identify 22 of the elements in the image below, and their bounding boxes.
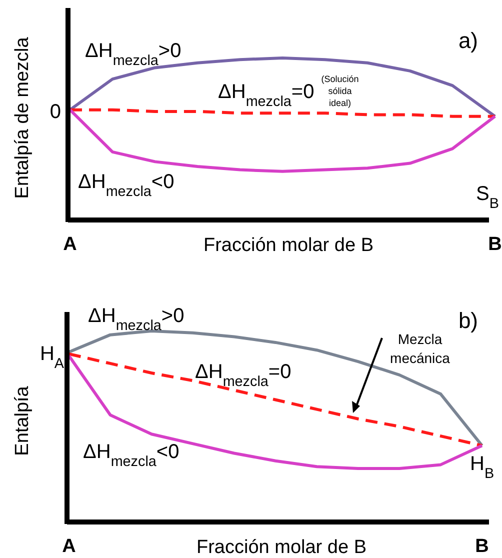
x-axis-title: Fracción molar de B xyxy=(203,235,374,256)
x-tick-label: B xyxy=(488,234,502,255)
series-label: ΔH$_{mezcla}$>0 xyxy=(85,40,182,69)
chart-title: b) xyxy=(458,308,478,333)
y-axis-title: Entalpía xyxy=(12,386,33,456)
series-label: ΔH$_{mezcla}$<0 xyxy=(83,441,180,470)
chart-title: a) xyxy=(458,28,478,53)
x-tick-label: A xyxy=(63,234,78,255)
text: 0 xyxy=(50,101,61,123)
x-tick-label: A xyxy=(62,536,76,557)
annotation: S$_{B}$ xyxy=(476,183,499,212)
text: H$_{A}$ xyxy=(40,343,64,372)
annotation: (Solución sólida ideal) xyxy=(321,74,359,108)
y-axis-title: Entalpía de mezcla xyxy=(12,36,33,199)
series-label: ΔH$_{mezcla}$=0 xyxy=(195,361,292,390)
annotation: Mezcla mecánica xyxy=(390,331,450,366)
series-label: ΔH$_{mezcla}$<0 xyxy=(78,171,174,200)
x-tick-label: B xyxy=(475,536,489,557)
x-axis-title: Fracción molar de B xyxy=(196,537,367,558)
annotation: H$_{B}$ xyxy=(470,453,494,482)
series-label: ΔH$_{mezcla}$=0 xyxy=(218,81,314,110)
series-label: ΔH$_{mezcla}$>0 xyxy=(88,305,184,334)
